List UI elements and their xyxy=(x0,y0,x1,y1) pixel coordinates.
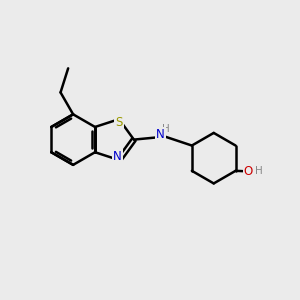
Text: H: H xyxy=(255,167,263,176)
Text: H: H xyxy=(162,124,170,134)
Text: O: O xyxy=(244,165,253,178)
Text: N: N xyxy=(113,150,122,163)
Text: S: S xyxy=(116,116,123,129)
Text: N: N xyxy=(156,128,165,141)
